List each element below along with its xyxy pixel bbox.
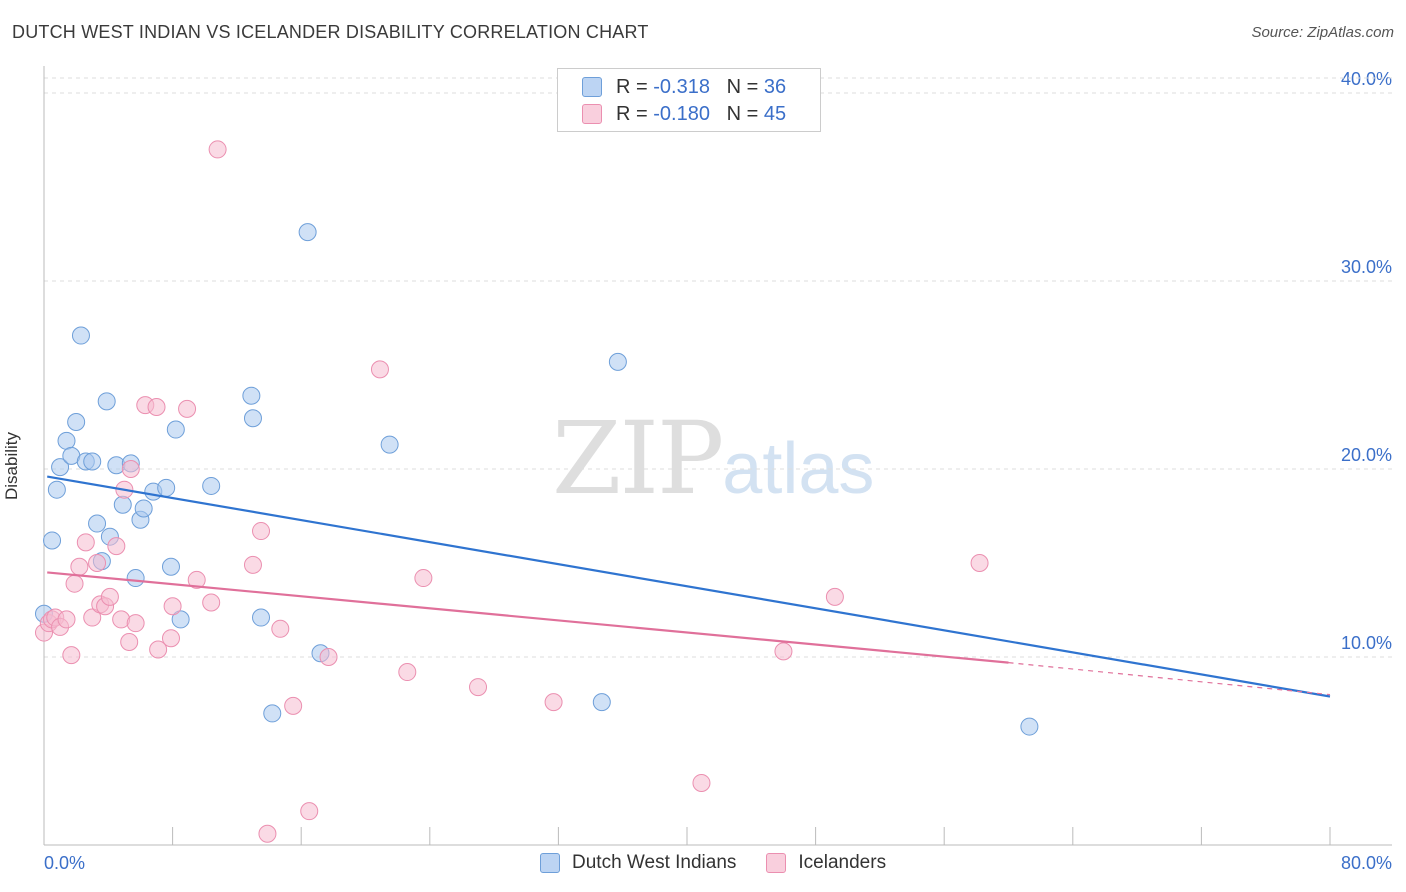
point-dutch-west-indian xyxy=(242,386,261,405)
point-dutch-west-indian xyxy=(126,569,145,588)
point-icelander xyxy=(252,522,271,541)
bottom-legend-swatch-dutch xyxy=(540,853,560,873)
chart-title: DUTCH WEST INDIAN VS ICELANDER DISABILIT… xyxy=(12,22,649,42)
point-dutch-west-indian xyxy=(608,352,627,371)
point-icelander xyxy=(65,574,84,593)
point-icelander xyxy=(76,533,95,552)
point-icelander xyxy=(187,570,206,589)
point-icelander xyxy=(271,619,290,638)
point-dutch-west-indian xyxy=(592,693,611,712)
trendline-icelanders xyxy=(47,571,1009,664)
bottom-legend-label-icelanders: Icelanders xyxy=(798,852,887,873)
legend-r-label: R = xyxy=(616,102,648,125)
bottom-legend-item-icelanders: Icelanders xyxy=(766,852,886,874)
point-icelander xyxy=(202,593,221,612)
point-dutch-west-indian xyxy=(67,413,86,432)
point-icelander xyxy=(88,554,107,573)
point-dutch-west-indian xyxy=(298,223,317,242)
bottom-legend-item-dutch: Dutch West Indians xyxy=(540,852,736,874)
point-icelander xyxy=(319,648,338,667)
point-dutch-west-indian xyxy=(161,557,180,576)
legend-swatch-icelanders xyxy=(582,104,602,124)
legend-r-value-icelanders: -0.180 xyxy=(653,102,710,125)
bottom-legend: Dutch West Indians Icelanders xyxy=(540,852,916,874)
point-icelander xyxy=(544,693,563,712)
chart-source: Source: ZipAtlas.com xyxy=(1251,24,1394,41)
point-dutch-west-indian xyxy=(71,326,90,345)
point-icelander xyxy=(100,587,119,606)
x-tick-label: 0.0% xyxy=(44,853,85,873)
point-icelander xyxy=(121,460,140,479)
point-icelander xyxy=(57,610,76,629)
point-dutch-west-indian xyxy=(1020,717,1039,736)
point-icelander xyxy=(243,555,262,574)
legend-r-label: R = xyxy=(616,75,648,98)
point-icelander xyxy=(414,569,433,588)
point-dutch-west-indian xyxy=(263,704,282,723)
point-dutch-west-indian xyxy=(171,610,190,629)
point-dutch-west-indian xyxy=(97,392,116,411)
point-icelander xyxy=(163,597,182,616)
point-icelander xyxy=(300,802,319,821)
legend-swatch-dutch xyxy=(582,77,602,97)
legend-r-value-dutch: -0.318 xyxy=(653,75,710,98)
point-dutch-west-indian xyxy=(51,458,70,477)
point-icelander xyxy=(120,632,139,651)
point-icelander xyxy=(398,663,417,682)
point-dutch-west-indian xyxy=(380,435,399,454)
legend-n-value-icelanders: 45 xyxy=(763,102,787,125)
point-icelander xyxy=(178,399,197,418)
point-icelander xyxy=(258,824,277,843)
point-icelander xyxy=(126,614,145,633)
point-dutch-west-indian xyxy=(83,452,102,471)
point-dutch-west-indian xyxy=(88,514,107,533)
point-icelander xyxy=(149,640,168,659)
point-icelander xyxy=(70,557,89,576)
point-icelander xyxy=(370,360,389,379)
bottom-legend-swatch-icelanders xyxy=(766,853,787,873)
point-icelander xyxy=(161,629,180,648)
y-tick-label: 40.0% xyxy=(1341,69,1392,89)
bottom-legend-label-dutch: Dutch West Indians xyxy=(572,852,737,873)
point-dutch-west-indian xyxy=(202,476,221,495)
y-tick-label: 20.0% xyxy=(1341,445,1392,465)
trendline-icelanders-extension xyxy=(1008,662,1331,696)
point-dutch-west-indian xyxy=(113,495,132,514)
legend-n-value-dutch: 36 xyxy=(763,75,787,98)
trendline-dutch-west-indians xyxy=(47,475,1331,698)
point-icelander xyxy=(62,646,81,665)
point-dutch-west-indian xyxy=(243,409,262,428)
point-dutch-west-indian xyxy=(157,478,176,497)
point-dutch-west-indian xyxy=(57,431,76,450)
y-tick-label: 30.0% xyxy=(1341,257,1392,277)
watermark: ZIPatlas xyxy=(552,400,874,517)
y-tick-label: 10.0% xyxy=(1341,633,1392,653)
legend-n-label: N = xyxy=(726,102,759,125)
point-icelander xyxy=(83,608,102,627)
point-icelander xyxy=(284,696,303,715)
legend-n-label: N = xyxy=(726,75,759,98)
point-icelander xyxy=(970,554,989,573)
legend: R = -0.318 N = 36 R = -0.180 N = 45 xyxy=(557,68,821,132)
point-dutch-west-indian xyxy=(166,420,185,439)
point-icelander xyxy=(692,773,711,792)
point-icelander xyxy=(774,642,793,661)
watermark-zip: ZIP xyxy=(552,400,724,517)
point-icelander xyxy=(208,140,227,159)
point-icelander xyxy=(147,397,166,416)
point-dutch-west-indian xyxy=(43,531,62,550)
legend-row-icelanders: R = -0.180 N = 45 xyxy=(582,102,786,126)
point-icelander xyxy=(469,678,488,697)
point-icelander xyxy=(107,537,126,556)
legend-row-dutch: R = -0.318 N = 36 xyxy=(582,75,786,99)
point-dutch-west-indian xyxy=(134,499,153,518)
point-dutch-west-indian xyxy=(252,608,271,627)
x-tick-label: 80.0% xyxy=(1341,853,1392,873)
point-icelander xyxy=(825,587,844,606)
point-dutch-west-indian xyxy=(47,480,66,499)
